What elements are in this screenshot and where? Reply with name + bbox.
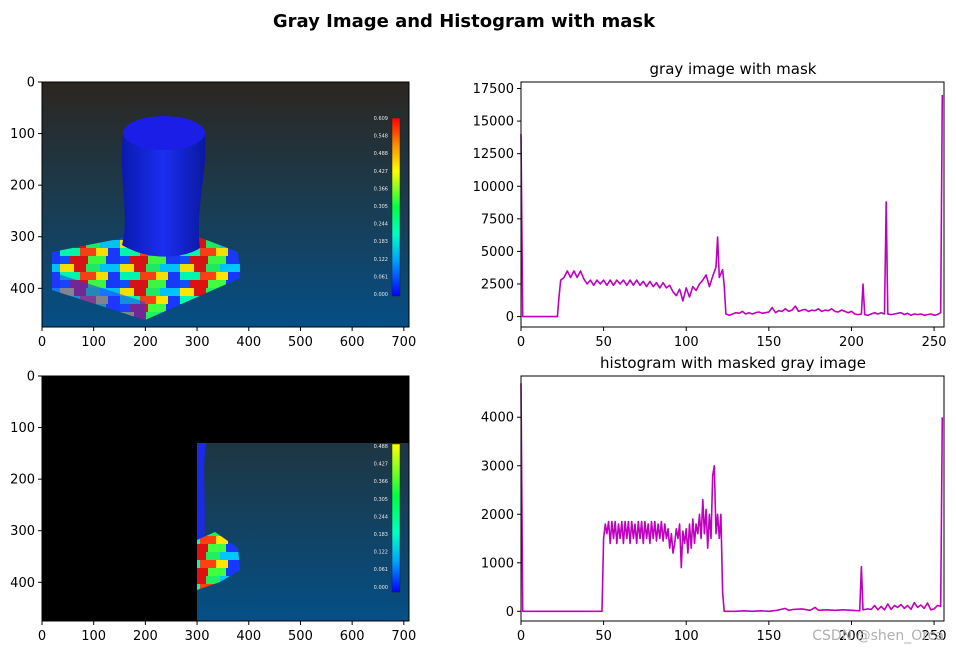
y-tick-label: 2500 [481,277,514,292]
x-tick-label: 500 [288,629,313,644]
image-masked [42,376,409,621]
y-tick-label: 100 [10,127,35,142]
x-tick-label: 0 [517,629,525,644]
y-tick-label: 15000 [473,115,514,130]
axis-ticks-histogram-mask: 0 50 100 150 200 2500250050007500100001250015… [473,82,947,350]
colorbar-label: 0.488 [374,151,388,157]
y-tick-label: 300 [10,524,35,539]
axis-ticks-histogram-masked: 0 50 100 150 200 250 0 1000 2000 3000 4000 [481,411,947,644]
histogram-series-mask [520,94,944,318]
colorbar-label: 0.548 [374,134,388,140]
x-tick-label: 100 [674,629,699,644]
y-tick-label: 100 [10,421,35,436]
y-tick-label: 300 [10,230,35,245]
y-tick-label: 5000 [481,245,514,260]
histogram-panel-masked: histogram with masked gray image 0 50 100 1… [481,354,947,644]
colorbar-labels-masked: 0.488 0.427 0.366 0.305 0.244 0.183 0.122 0.061… [374,444,388,591]
x-tick-label: 250 [922,629,947,644]
watermark: CSDN @shen_Orca [812,628,944,644]
colorbar-label: 0.244 [374,222,388,228]
y-tick-label: 0 [506,605,514,620]
colorbar-label: 0.366 [374,479,388,485]
y-tick-label: 4000 [481,411,514,426]
colorbar-label: 0.122 [374,257,388,263]
series-line [520,383,944,613]
y-tick-label: 10000 [473,180,514,195]
x-tick-label: 150 [756,335,781,350]
colorbar-label: 0.183 [374,532,388,538]
y-tick-label: 3000 [481,459,514,474]
colorbar-label: 0.061 [374,274,388,280]
x-tick-label: 0 [517,335,525,350]
y-tick-label: 400 [10,576,35,591]
x-tick-label: 200 [839,629,864,644]
colorbar-label: 0.244 [374,514,388,520]
y-tick-label: 0 [27,76,35,91]
x-tick-label: 600 [340,335,365,350]
y-tick-label: 200 [10,473,35,488]
x-tick-label: 200 [133,335,158,350]
x-tick-label: 50 [595,629,612,644]
axis-ticks-masked-image: 0 100 200 300 400 500 600 700 0 100 200 300 400 [10,370,416,645]
colorbar-label: 0.000 [374,585,388,591]
y-tick-label: 0 [506,310,514,325]
histogram-series-masked [520,383,944,613]
colorbar-label: 0.305 [374,497,388,503]
axis-ticks-original: 0 100 200 300 400 500 600 700 0 100 200 300 400 [10,76,416,351]
colorbar-label: 0.000 [374,292,388,298]
image-panel-masked: 0.488 0.427 0.366 0.305 0.244 0.183 0.122 0.061… [10,370,416,645]
histogram-title-masked: histogram with masked gray image [600,354,866,372]
image-original [42,82,409,327]
x-tick-label: 400 [236,629,261,644]
x-tick-label: 150 [756,629,781,644]
y-tick-label: 12500 [473,147,514,162]
x-tick-label: 100 [81,629,106,644]
x-tick-label: 600 [340,629,365,644]
x-tick-label: 200 [133,629,158,644]
x-tick-label: 50 [595,335,612,350]
colorbar-label: 0.427 [374,462,388,468]
x-tick-label: 700 [391,629,416,644]
histogram-title-mask: gray image with mask [650,60,817,78]
series-line [520,94,944,318]
y-tick-label: 400 [10,282,35,297]
x-tick-label: 250 [922,335,947,350]
x-tick-label: 300 [185,335,210,350]
histogram-panel-mask: gray image with mask 0 50 100 150 200 2500250… [473,60,947,350]
x-tick-label: 100 [674,335,699,350]
y-tick-label: 2000 [481,508,514,523]
colorbar-labels-original: 0.609 0.548 0.488 0.427 0.366 0.305 0.244 0.183… [374,116,388,298]
y-tick-label: 1000 [481,556,514,571]
x-tick-label: 0 [38,335,46,350]
colorbar-label: 0.488 [374,444,388,450]
colorbar-label: 0.366 [374,186,388,192]
y-tick-label: 0 [27,370,35,385]
colorbar-label: 0.305 [374,204,388,210]
image-panel-original: 0.609 0.548 0.488 0.427 0.366 0.305 0.244 0.183… [10,76,416,351]
x-tick-label: 200 [839,335,864,350]
x-tick-label: 0 [38,629,46,644]
colorbar-label: 0.427 [374,169,388,175]
y-tick-label: 17500 [473,82,514,97]
colorbar-label: 0.061 [374,567,388,573]
x-tick-label: 400 [236,335,261,350]
colorbar-label: 0.122 [374,550,388,556]
colorbar-label: 0.183 [374,239,388,245]
colorbar-label: 0.609 [374,116,388,122]
x-tick-label: 700 [391,335,416,350]
x-tick-label: 100 [81,335,106,350]
y-tick-label: 7500 [481,212,514,227]
y-tick-label: 200 [10,179,35,194]
figure-title: Gray Image and Histogram with mask [273,11,656,32]
x-tick-label: 300 [185,629,210,644]
x-tick-label: 500 [288,335,313,350]
